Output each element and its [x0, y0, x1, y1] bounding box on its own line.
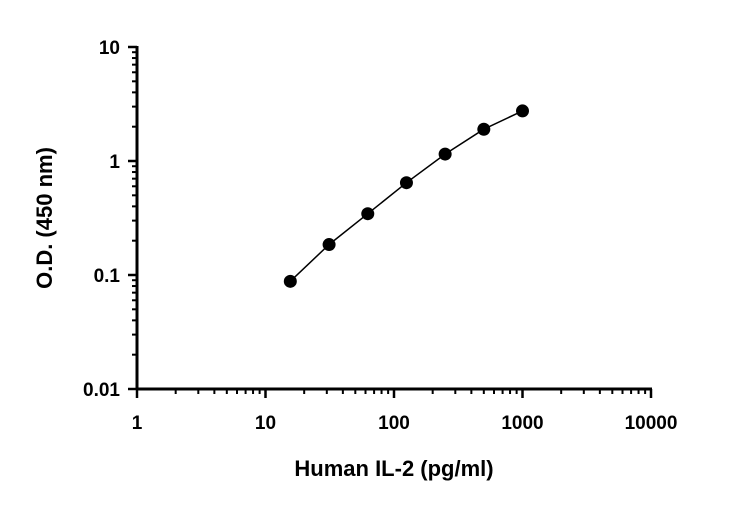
data-point [361, 207, 375, 221]
plot-area [283, 104, 529, 288]
fit-curve [289, 110, 523, 282]
data-point [399, 176, 413, 190]
x-tick-label: 10000 [625, 413, 678, 434]
data-point [516, 104, 529, 118]
y-tick-label: 10 [99, 38, 120, 59]
ticks [128, 45, 653, 398]
x-tick-label: 100 [378, 413, 410, 434]
data-point [283, 274, 297, 288]
y-tick-label: 0.1 [94, 266, 121, 287]
data-point [322, 238, 336, 252]
x-tick-label: 1 [132, 413, 143, 434]
x-tick-label: 10 [255, 413, 276, 434]
y-tick-label: 1 [109, 152, 120, 173]
tick-labels: 1 10 100 1000 10000 0.01 0.1 1 10 [83, 38, 677, 434]
y-axis-title: O.D. (450 nm) [32, 147, 57, 289]
data-point [477, 122, 491, 136]
y-tick-label: 0.01 [83, 380, 120, 401]
x-axis-title: Human IL-2 (pg/ml) [294, 456, 493, 481]
data-point [438, 147, 452, 161]
axes [135, 46, 652, 391]
x-tick-label: 1000 [501, 413, 543, 434]
